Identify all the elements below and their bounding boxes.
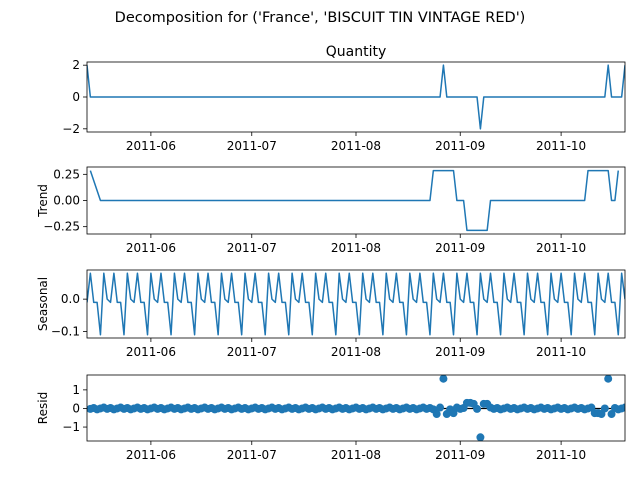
trend-xtick-label: 2011-09 <box>435 241 485 255</box>
resid-point <box>621 403 625 412</box>
seasonal-ytick-label: 0.0 <box>61 292 80 306</box>
quantity-xtick-label: 2011-07 <box>227 139 277 153</box>
quantity-xtick-label: 2011-09 <box>435 139 485 153</box>
quantity-ytick-label: 2 <box>72 58 80 72</box>
trend-xtick-label: 2011-10 <box>536 241 586 255</box>
trend-ylabel: Trend <box>36 184 50 218</box>
quantity-title: Quantity <box>326 44 387 60</box>
resid-axes-frame <box>86 374 626 442</box>
resid-xtick-label: 2011-07 <box>227 448 277 462</box>
trend-ytick-label: 0.25 <box>53 167 80 181</box>
trend-axes-frame <box>86 166 626 235</box>
figure-suptitle: Decomposition for ('France', 'BISCUIT TI… <box>115 10 526 26</box>
trend-xtick-label: 2011-08 <box>331 241 381 255</box>
resid-xtick-label: 2011-09 <box>435 448 485 462</box>
quantity-axes-frame <box>86 61 626 133</box>
resid-ytick-label: 1 <box>72 383 80 397</box>
seasonal-xtick-label: 2011-09 <box>435 345 485 359</box>
resid-ylabel: Resid <box>36 392 50 424</box>
seasonal-panel: Seasonal 2011-06 2011-07 2011-08 2011-09 2011… <box>36 269 626 359</box>
quantity-series-line <box>87 64 625 130</box>
seasonal-ytick-label: −0.1 <box>51 325 80 339</box>
seasonal-xtick-label: 2011-10 <box>536 345 586 359</box>
resid-plot-area <box>87 375 625 441</box>
trend-xtick-label: 2011-07 <box>227 241 277 255</box>
quantity-ytick-label: 0 <box>72 90 80 104</box>
resid-point <box>600 404 609 413</box>
resid-point <box>604 375 613 383</box>
resid-xtick-label: 2011-06 <box>126 448 176 462</box>
quantity-xtick-label: 2011-06 <box>126 139 176 153</box>
trend-ytick-label: 0.00 <box>53 194 80 208</box>
resid-point <box>432 410 441 419</box>
seasonal-plot-area <box>87 272 625 336</box>
seasonal-ylabel: Seasonal <box>36 277 50 331</box>
subplot-panels: Quantity 2011-06 2011-07 2011-08 2011-09 2011… <box>36 44 626 462</box>
trend-ytick-label: −0.25 <box>43 220 80 234</box>
resid-point <box>436 403 445 412</box>
resid-point <box>476 433 485 441</box>
quantity-xtick-label: 2011-10 <box>536 139 586 153</box>
seasonal-series-line <box>87 272 625 336</box>
trend-panel: Trend 2011-06 2011-07 2011-08 2011-09 2011-10… <box>36 166 626 255</box>
resid-ytick-label: 0 <box>72 401 80 415</box>
resid-xtick-label: 2011-10 <box>536 448 586 462</box>
seasonal-axes-frame <box>86 269 626 339</box>
resid-point <box>439 375 448 383</box>
trend-plot-area <box>89 169 620 232</box>
seasonal-xtick-label: 2011-07 <box>227 345 277 359</box>
resid-ytick-label: −1 <box>62 420 80 434</box>
resid-point <box>473 404 482 413</box>
seasonal-xtick-label: 2011-06 <box>126 345 176 359</box>
resid-xtick-label: 2011-08 <box>331 448 381 462</box>
resid-point <box>607 410 616 419</box>
trend-series-line <box>89 169 620 232</box>
quantity-ytick-label: −2 <box>62 122 80 136</box>
quantity-panel: Quantity 2011-06 2011-07 2011-08 2011-09 2011… <box>62 44 626 153</box>
quantity-plot-area <box>87 64 625 130</box>
resid-panel: Resid 2011-06 2011-07 2011-08 2011-09 2011-10… <box>36 374 626 462</box>
trend-xtick-label: 2011-06 <box>126 241 176 255</box>
quantity-xtick-label: 2011-08 <box>331 139 381 153</box>
seasonal-xtick-label: 2011-08 <box>331 345 381 359</box>
